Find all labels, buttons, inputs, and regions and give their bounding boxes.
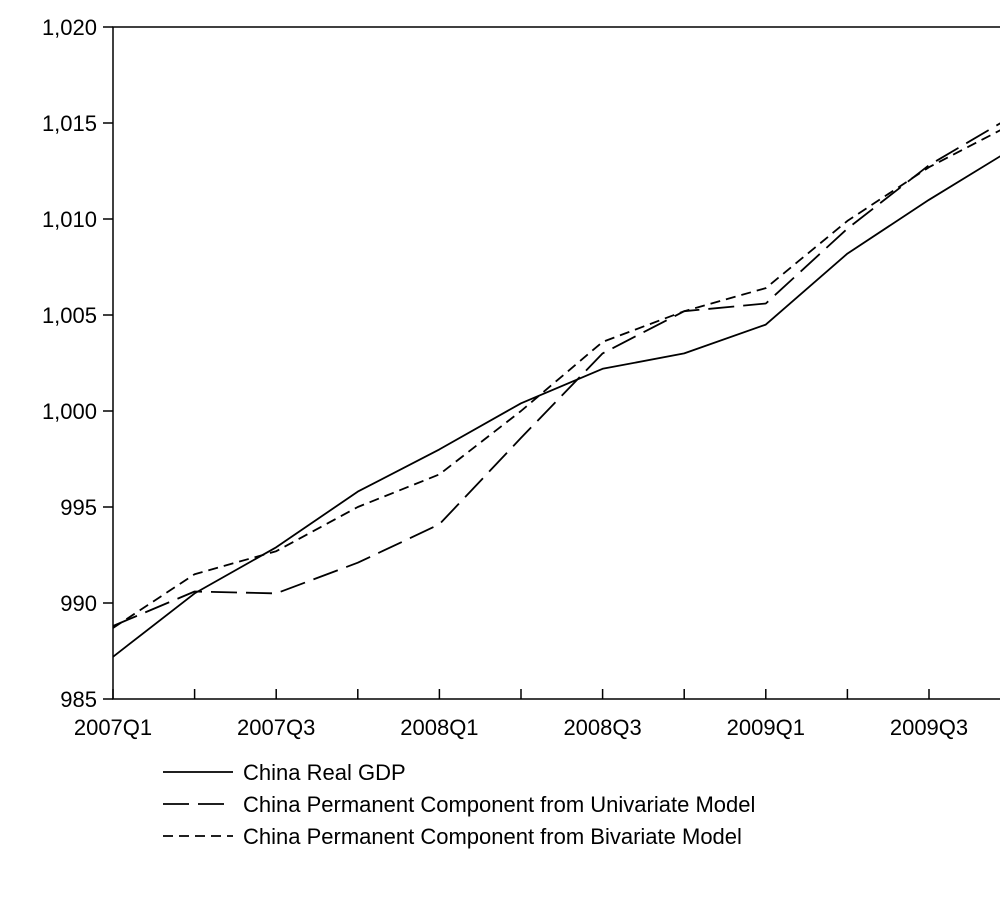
legend-label-3: China Permanent Component from Bivariate… <box>243 824 742 849</box>
y-tick-label: 1,020 <box>42 15 97 40</box>
legend-label-2: China Permanent Component from Univariat… <box>243 792 755 817</box>
series-lines <box>112 122 1000 658</box>
series-line-3 <box>112 129 1000 629</box>
x-tick-label: 2008Q3 <box>563 715 641 740</box>
y-tick-label: 1,010 <box>42 207 97 232</box>
series-line-2 <box>112 122 1000 627</box>
x-axis: 2007Q1 2007Q3 2008Q1 2008Q3 2009Q1 2009Q3 <box>74 689 968 740</box>
y-tick-label: 995 <box>60 495 97 520</box>
y-tick-label: 1,000 <box>42 399 97 424</box>
x-tick-label: 2007Q1 <box>74 715 152 740</box>
plot-area-border <box>112 26 1000 700</box>
y-tick-label: 1,015 <box>42 111 97 136</box>
x-tick-label: 2008Q1 <box>400 715 478 740</box>
y-tick-label: 985 <box>60 687 97 712</box>
x-tick-label: 2007Q3 <box>237 715 315 740</box>
legend-label-1: China Real GDP <box>243 760 406 785</box>
plot-frame <box>112 26 1000 700</box>
y-axis: 985 990 995 1,000 1,005 1,010 1,015 1,020 <box>42 15 113 712</box>
x-tick-label: 2009Q1 <box>727 715 805 740</box>
series-line-1 <box>112 155 1000 658</box>
x-tick-label: 2009Q3 <box>890 715 968 740</box>
y-tick-label: 990 <box>60 591 97 616</box>
y-tick-label: 1,005 <box>42 303 97 328</box>
legend: China Real GDP China Permanent Component … <box>163 760 755 849</box>
